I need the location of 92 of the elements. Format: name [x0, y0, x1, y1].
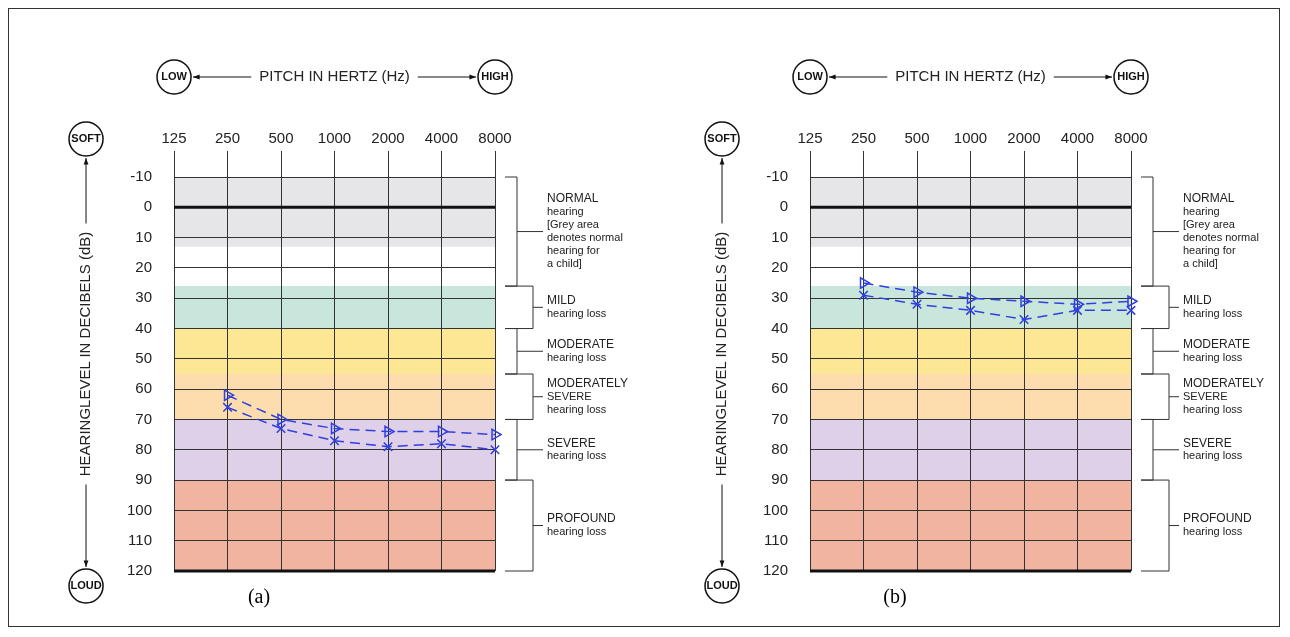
- point: [1127, 295, 1138, 308]
- y-axis-title: HEARINGLEVEL IN DECIBELS (dB): [712, 231, 730, 477]
- x-tick-label: 250: [851, 129, 877, 147]
- y-tick-label: 80: [135, 439, 153, 457]
- y-tick-label: -10: [130, 167, 153, 185]
- y-tick-label: 40: [135, 318, 153, 336]
- y-tick-label: 30: [135, 288, 153, 306]
- text: LOUD: [70, 579, 102, 592]
- y-tick-label: 50: [135, 348, 153, 366]
- point: [1126, 305, 1136, 316]
- point: [1019, 314, 1029, 325]
- y-tick-label: 70: [771, 409, 789, 427]
- point: [384, 425, 395, 438]
- point: [1020, 295, 1031, 308]
- point: [277, 413, 288, 426]
- point: [912, 299, 923, 310]
- y-tick-label: 90: [135, 470, 153, 488]
- y-tick-label: 120: [127, 561, 153, 579]
- point: [859, 277, 871, 290]
- x-tick-label: 500: [904, 129, 930, 147]
- y-tick-label: 100: [763, 500, 789, 518]
- x-tick-label: 1000: [317, 129, 352, 147]
- text: HIGH: [1117, 70, 1145, 83]
- point: [330, 422, 342, 435]
- x-axis-title: PITCH IN HERTZ (Hz): [895, 67, 1046, 85]
- y-tick-label: 70: [135, 409, 153, 427]
- text: (b): [883, 585, 907, 607]
- text: NORMAL hearing [Grey area denotes normal hearing for a child]: [1183, 191, 1259, 270]
- text: (a): [247, 585, 271, 607]
- y-tick-label: 120: [763, 561, 789, 579]
- text: SOFT: [707, 132, 737, 145]
- y-tick-label: 0: [143, 197, 153, 215]
- text: LOW: [161, 70, 188, 83]
- point: [858, 290, 869, 301]
- point: [966, 292, 978, 305]
- y-tick-label: 10: [135, 227, 153, 245]
- text: MILD hearing loss: [1183, 293, 1243, 319]
- x-tick-label: 2000: [371, 129, 405, 147]
- x-tick-label: 1000: [953, 129, 988, 147]
- point: [490, 444, 500, 455]
- y-tick-label: 60: [135, 379, 153, 397]
- x-axis-title: PITCH IN HERTZ (Hz): [259, 67, 410, 85]
- point: [383, 441, 393, 452]
- point: [223, 389, 235, 402]
- y-axis-title: HEARINGLEVEL IN DECIBELS (dB): [76, 231, 94, 477]
- point: [436, 438, 447, 449]
- x-tick-label: 2000: [1007, 129, 1041, 147]
- point: [913, 286, 924, 299]
- text: LOUD: [706, 579, 738, 592]
- point: [222, 402, 233, 413]
- y-tick-label: 90: [771, 470, 789, 488]
- point: [1072, 305, 1083, 316]
- y-tick-label: 0: [779, 197, 789, 215]
- x-tick-label: 4000: [424, 129, 459, 147]
- y-tick-label: 60: [771, 379, 789, 397]
- point: [276, 423, 287, 434]
- y-tick-label: 40: [771, 318, 789, 336]
- point: [329, 435, 340, 446]
- text: LOW: [797, 70, 824, 83]
- y-tick-label: 50: [771, 348, 789, 366]
- y-tick-label: 20: [135, 258, 153, 276]
- point: [491, 428, 502, 441]
- point: [1073, 298, 1085, 311]
- text: MODERATELY SEVERE hearing loss: [1183, 376, 1264, 415]
- text: HIGH: [481, 70, 509, 83]
- text: PROFOUND hearing loss: [547, 511, 616, 538]
- text: SOFT: [71, 132, 101, 145]
- y-tick-label: 100: [127, 500, 153, 518]
- x-tick-label: 125: [797, 129, 823, 147]
- x-tick-label: 4000: [1060, 129, 1095, 147]
- text: MODERATE hearing loss: [1183, 337, 1251, 363]
- text: MODERATE hearing loss: [547, 337, 615, 363]
- text: PROFOUND hearing loss: [1183, 511, 1252, 538]
- y-tick-label: 110: [128, 530, 153, 548]
- text: SEVERE hearing loss: [547, 435, 607, 462]
- text: SEVERE hearing loss: [1183, 435, 1243, 462]
- x-tick-label: 250: [215, 129, 241, 147]
- text: NORMAL hearing [Grey area denotes normal hearing for a child]: [547, 191, 623, 270]
- y-tick-label: 80: [771, 439, 789, 457]
- x-tick-label: 500: [268, 129, 294, 147]
- y-tick-label: 10: [771, 227, 789, 245]
- point: [965, 305, 976, 316]
- text: MILD hearing loss: [547, 293, 607, 319]
- text: MODERATELY SEVERE hearing loss: [547, 376, 628, 415]
- y-tick-label: 110: [764, 530, 789, 548]
- x-tick-label: 8000: [1114, 129, 1148, 147]
- y-tick-label: -10: [766, 167, 789, 185]
- y-tick-label: 30: [771, 288, 789, 306]
- x-tick-label: 8000: [478, 129, 512, 147]
- point: [437, 425, 449, 438]
- x-tick-label: 125: [161, 129, 187, 147]
- y-tick-label: 20: [771, 258, 789, 276]
